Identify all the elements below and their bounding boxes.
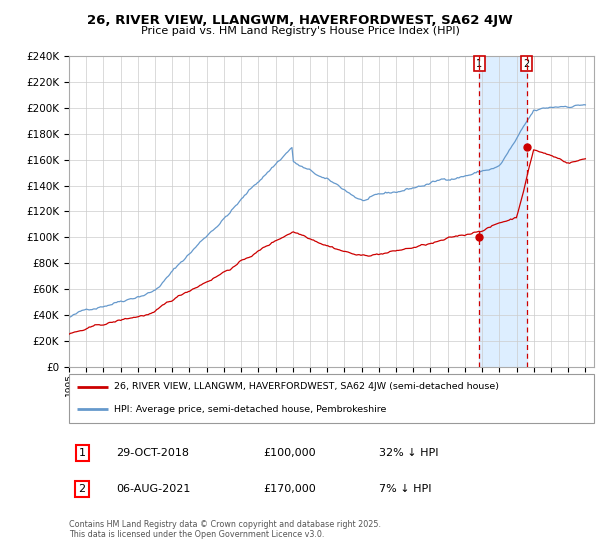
Text: 06-AUG-2021: 06-AUG-2021: [116, 484, 191, 494]
Text: 26, RIVER VIEW, LLANGWM, HAVERFORDWEST, SA62 4JW (semi-detached house): 26, RIVER VIEW, LLANGWM, HAVERFORDWEST, …: [113, 382, 499, 391]
Text: 26, RIVER VIEW, LLANGWM, HAVERFORDWEST, SA62 4JW: 26, RIVER VIEW, LLANGWM, HAVERFORDWEST, …: [87, 14, 513, 27]
Text: 1: 1: [79, 448, 86, 458]
Text: 2: 2: [523, 59, 530, 69]
Text: £170,000: £170,000: [263, 484, 316, 494]
Text: 32% ↓ HPI: 32% ↓ HPI: [379, 448, 438, 458]
Text: Contains HM Land Registry data © Crown copyright and database right 2025.
This d: Contains HM Land Registry data © Crown c…: [69, 520, 381, 539]
Text: HPI: Average price, semi-detached house, Pembrokeshire: HPI: Average price, semi-detached house,…: [113, 405, 386, 414]
FancyBboxPatch shape: [69, 374, 594, 423]
Bar: [479, 56, 527, 367]
Text: 1: 1: [476, 59, 482, 69]
Text: 29-OCT-2018: 29-OCT-2018: [116, 448, 189, 458]
Text: 7% ↓ HPI: 7% ↓ HPI: [379, 484, 431, 494]
Text: 2: 2: [79, 484, 86, 494]
Text: Price paid vs. HM Land Registry's House Price Index (HPI): Price paid vs. HM Land Registry's House …: [140, 26, 460, 36]
Text: £100,000: £100,000: [263, 448, 316, 458]
